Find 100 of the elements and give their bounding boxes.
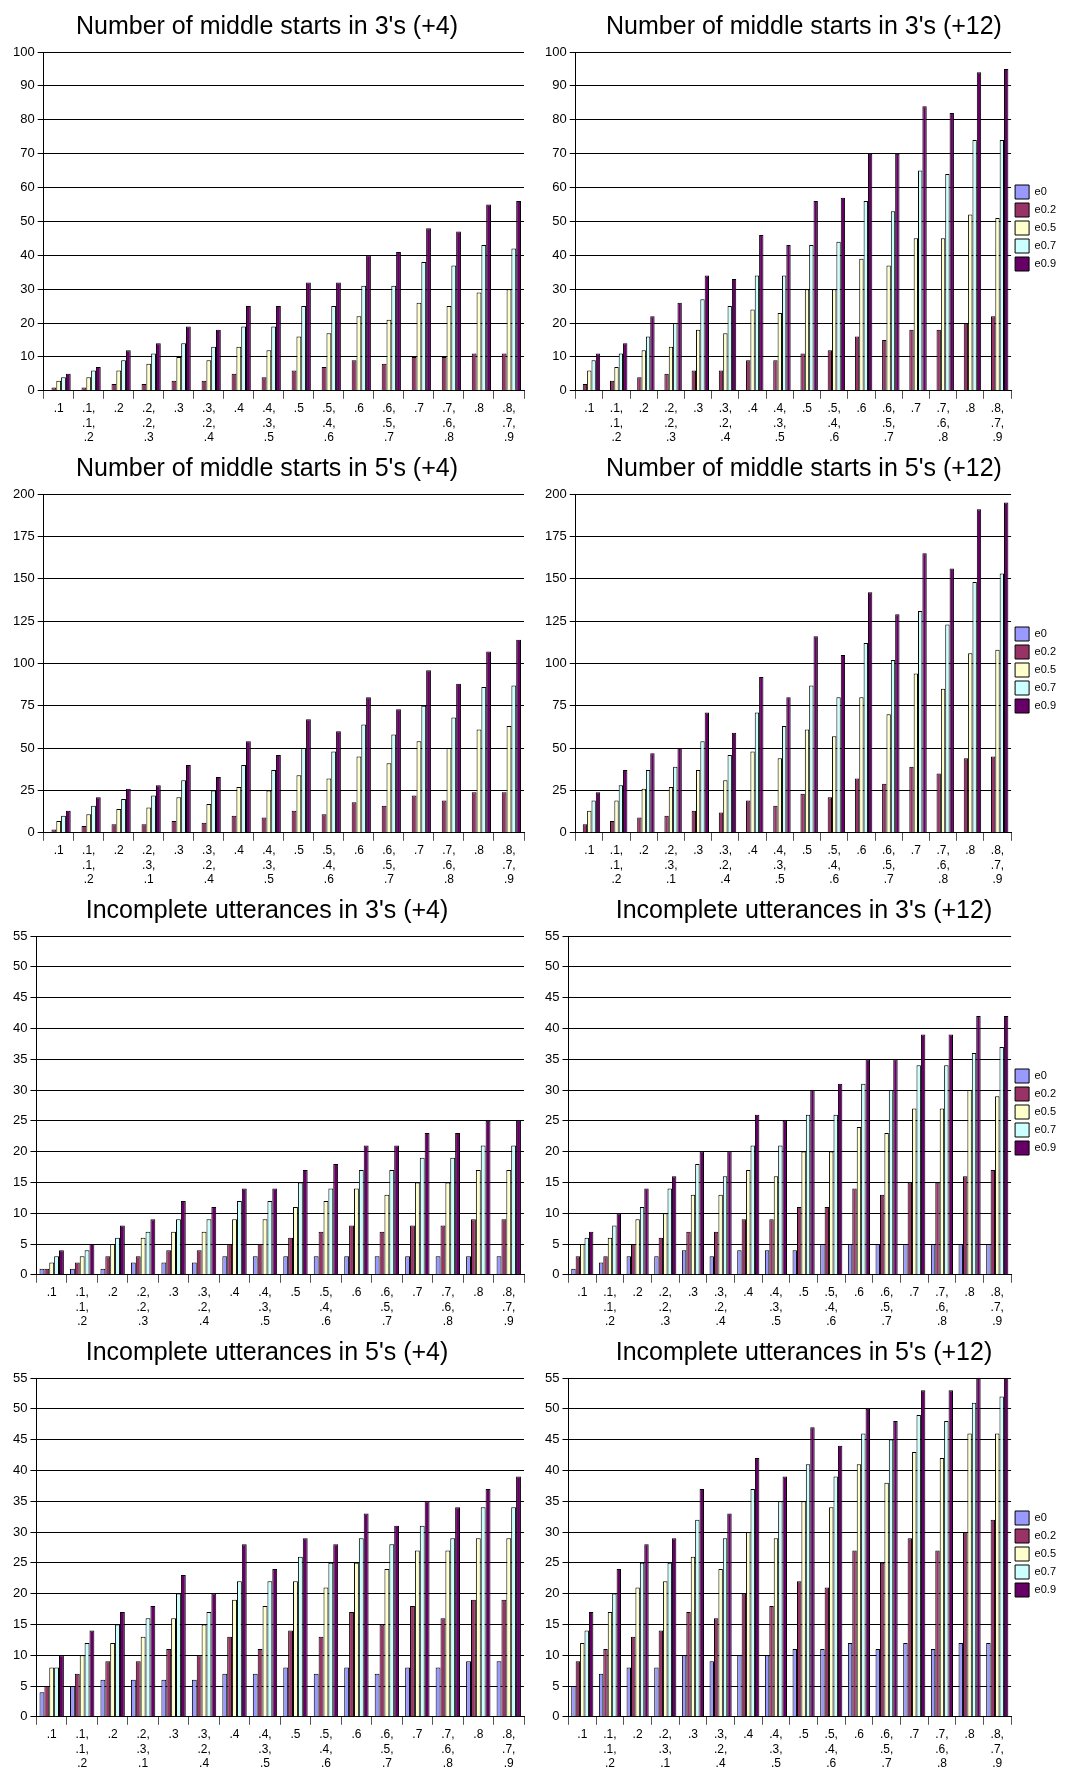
- y-tick-label: 35: [12, 1050, 28, 1066]
- x-tick-label: .5, .4, .6: [322, 401, 336, 445]
- x-tick-label: .8: [964, 1285, 975, 1300]
- y-tick-label: 30: [12, 1523, 28, 1539]
- x-tick-label: .6: [856, 843, 867, 858]
- x-tick-label: .7, .6, .8: [935, 1727, 949, 1771]
- y-tick-label: 20: [544, 1143, 560, 1159]
- x-tick-label: .7, .6, .8: [441, 1727, 455, 1771]
- x-tick-label: .5, .4, .6: [827, 843, 841, 887]
- y-tick-label: 175: [12, 527, 35, 543]
- y-tick-label: 20: [552, 314, 567, 330]
- x-tick-label: .5, .4, .6: [824, 1727, 838, 1771]
- chart-title: Number of middle starts in 5's (+12): [606, 452, 1002, 481]
- chart-title: Incomplete utterances in 5's (+4): [85, 1336, 449, 1365]
- y-tick-label: 25: [12, 1112, 28, 1128]
- x-tick-label: .3: [168, 1727, 179, 1742]
- x-tick-label: .1: [577, 1727, 588, 1742]
- legend-label: e0.2: [1034, 1087, 1057, 1100]
- x-tick-label: .8: [965, 843, 976, 858]
- y-tick-label: 45: [12, 989, 28, 1005]
- y-tick-label: 40: [12, 1461, 28, 1477]
- y-tick-label: 5: [20, 1677, 28, 1693]
- legend-label: e0: [1034, 627, 1047, 640]
- x-tick-label: .8: [473, 1727, 484, 1742]
- y-tick-label: 35: [544, 1492, 560, 1508]
- y-tick-label: 30: [12, 1081, 28, 1097]
- y-tick-label: 0: [20, 1708, 28, 1724]
- x-tick-label: .4, .3, .5: [258, 1727, 272, 1771]
- y-tick-label: 0: [559, 382, 567, 398]
- x-tick-label: .1, .1, .2: [609, 843, 624, 887]
- legend-label: e0.5: [1034, 1105, 1057, 1118]
- legend-label: e0.5: [1034, 663, 1057, 676]
- x-tick-label: .2: [632, 1285, 643, 1300]
- x-tick-label: .8, .7, .9: [990, 401, 1005, 445]
- x-tick-label: .8: [473, 401, 485, 416]
- x-tick-label: .8, .7, .9: [502, 401, 516, 445]
- x-tick-label: .7: [910, 401, 922, 416]
- x-tick-label: .8: [964, 1727, 975, 1742]
- legend-label: e0.2: [1034, 203, 1057, 216]
- x-tick-label: .1, .1, .2: [75, 1285, 89, 1329]
- x-tick-label: .4, .3, .5: [258, 1285, 272, 1329]
- chart-title: Incomplete utterances in 5's (+12): [615, 1336, 993, 1365]
- y-tick-label: 30: [544, 1081, 560, 1097]
- chart-title: Number of middle starts in 3's (+4): [76, 10, 458, 39]
- x-tick-label: .4: [743, 1285, 754, 1300]
- x-tick-label: .6: [353, 401, 365, 416]
- y-tick-label: 175: [544, 527, 567, 543]
- y-tick-label: 5: [552, 1235, 560, 1251]
- x-tick-label: .7: [909, 1727, 920, 1742]
- y-tick-label: 125: [12, 612, 35, 628]
- x-tick-label: .1, .1, .2: [609, 401, 624, 445]
- x-tick-label: .7: [412, 1727, 423, 1742]
- y-tick-label: 70: [20, 145, 35, 161]
- x-tick-label: .2, .2, .3: [664, 401, 678, 445]
- x-tick-label: .2, .3, .1: [658, 1727, 672, 1771]
- x-tick-label: .1: [584, 401, 595, 416]
- x-tick-label: .8, .7, .9: [990, 843, 1005, 887]
- y-tick-label: 55: [12, 927, 28, 943]
- y-tick-label: 125: [544, 612, 567, 628]
- x-tick-label: .5: [293, 401, 305, 416]
- x-tick-label: .3: [173, 401, 185, 416]
- x-tick-label: .5: [801, 843, 813, 858]
- chart-title: Incomplete utterances in 3's (+12): [615, 894, 993, 923]
- y-tick-label: 15: [12, 1615, 28, 1631]
- x-tick-label: .1, .1, .2: [82, 843, 96, 887]
- x-tick-label: .3: [687, 1727, 699, 1742]
- x-tick-label: .6: [856, 401, 867, 416]
- x-tick-label: .5: [798, 1285, 809, 1300]
- x-tick-label: .2: [638, 401, 650, 416]
- chart-title: Incomplete utterances in 3's (+4): [85, 894, 449, 923]
- x-tick-label: .7, .6, .8: [935, 1285, 949, 1329]
- x-tick-label: .3, .2, .4: [713, 1727, 728, 1771]
- y-tick-label: 0: [552, 1708, 560, 1724]
- x-tick-label: .4: [229, 1285, 240, 1300]
- x-tick-label: .1: [584, 843, 595, 858]
- legend-label: e0.5: [1034, 1547, 1057, 1560]
- x-tick-label: .2: [113, 843, 125, 858]
- y-tick-label: 100: [544, 654, 567, 670]
- x-tick-label: .3, .2, .4: [718, 843, 733, 887]
- x-tick-label: .5, .4, .6: [824, 1285, 838, 1329]
- x-tick-label: .8, .7, .9: [502, 1285, 516, 1329]
- x-tick-label: .8: [473, 843, 485, 858]
- y-tick-label: 25: [20, 782, 35, 798]
- x-tick-label: .3: [687, 1285, 699, 1300]
- x-tick-label: .3, .2, .4: [202, 843, 216, 887]
- x-tick-label: .5, .4, .6: [319, 1727, 333, 1771]
- y-tick-label: 30: [544, 1523, 560, 1539]
- x-tick-label: .2, .3, .1: [142, 843, 156, 887]
- y-tick-label: 30: [20, 280, 35, 296]
- x-tick-label: .1: [53, 401, 65, 416]
- x-tick-label: .4, .3, .5: [773, 401, 787, 445]
- legend-label: e0.7: [1034, 681, 1057, 694]
- y-tick-label: 150: [12, 570, 35, 586]
- x-tick-label: .3, .2, .4: [197, 1727, 211, 1771]
- x-tick-label: .2: [113, 401, 125, 416]
- y-tick-label: 5: [552, 1677, 560, 1693]
- y-tick-label: 0: [27, 382, 35, 398]
- legend-label: e0: [1034, 1069, 1047, 1082]
- y-tick-label: 10: [12, 1646, 28, 1662]
- y-tick-label: 100: [12, 43, 35, 59]
